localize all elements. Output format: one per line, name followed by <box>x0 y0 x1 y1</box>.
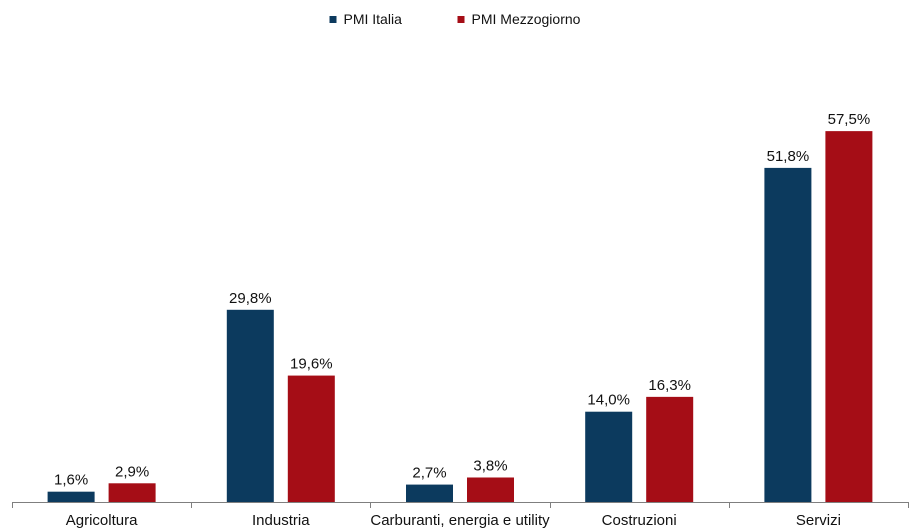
x-tick-label-industria: Industria <box>252 512 310 529</box>
bar-pmi-italia-industria <box>226 309 274 502</box>
data-label-pmi-mezzogiorno-servizi: 57,5% <box>828 111 871 128</box>
bar-pmi-mezzogiorno-industria <box>287 375 335 502</box>
x-tick-label-agricoltura: Agricoltura <box>66 512 138 529</box>
legend-label-pmi-italia: PMI Italia <box>344 11 403 27</box>
bar-pmi-mezzogiorno-costruzioni <box>646 396 694 502</box>
legend-swatch-pmi-italia <box>329 16 337 23</box>
x-tick-label-servizi: Servizi <box>796 512 841 529</box>
x-tick-label-carburanti-energia-e-utility: Carburanti, energia e utility <box>370 512 550 529</box>
value-labels: 1,6% 2,9% 29,8% 19,6% 2,7% 3,8% 14,0% 16,3% 51,8… <box>54 111 870 489</box>
data-label-pmi-mezzogiorno-industria: 19,6% <box>290 356 333 373</box>
x-axis-tick-labels: Agricoltura Industria Carburanti, energia … <box>66 512 841 529</box>
data-label-pmi-italia-servizi: 51,8% <box>767 148 810 165</box>
bar-pmi-mezzogiorno-carburanti-energia-e-utility <box>467 477 514 502</box>
data-label-pmi-italia-industria: 29,8% <box>229 290 272 307</box>
data-label-pmi-italia-costruzioni: 14,0% <box>587 392 630 409</box>
legend-item-pmi-mezzogiorno: PMI Mezzogiorno <box>457 11 581 27</box>
bars <box>47 131 873 502</box>
x-axis-ticks <box>12 502 909 508</box>
bar-pmi-italia-carburanti-energia-e-utility <box>406 484 453 502</box>
x-tick-label-costruzioni: Costruzioni <box>602 512 677 529</box>
legend-label-pmi-mezzogiorno: PMI Mezzogiorno <box>472 11 581 27</box>
bar-pmi-italia-costruzioni <box>585 411 633 502</box>
data-label-pmi-italia-agricoltura: 1,6% <box>54 472 88 489</box>
bar-pmi-mezzogiorno-servizi <box>825 131 873 502</box>
data-label-pmi-mezzogiorno-costruzioni: 16,3% <box>648 377 691 394</box>
legend-swatch-pmi-mezzogiorno <box>457 16 465 23</box>
bar-pmi-italia-agricoltura <box>47 491 95 502</box>
data-label-pmi-mezzogiorno-carburanti-energia-e-utility: 3,8% <box>473 457 507 474</box>
data-label-pmi-italia-carburanti-energia-e-utility: 2,7% <box>412 465 446 482</box>
data-label-pmi-mezzogiorno-agricoltura: 2,9% <box>115 463 149 480</box>
bar-pmi-italia-servizi <box>764 167 812 502</box>
legend: PMI Italia PMI Mezzogiorno <box>329 11 581 27</box>
legend-item-pmi-italia: PMI Italia <box>329 11 403 27</box>
bar-pmi-mezzogiorno-agricoltura <box>108 483 156 502</box>
